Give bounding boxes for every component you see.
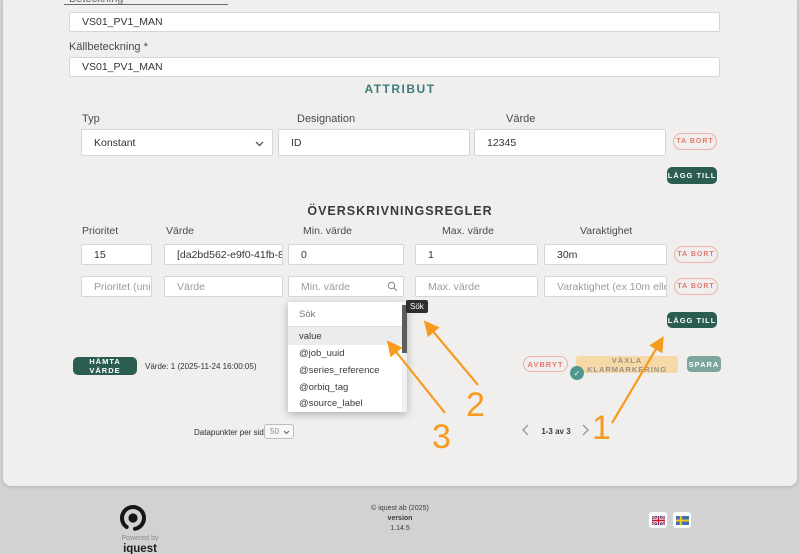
version-label: version	[387, 515, 413, 522]
new-prioritet-input[interactable]	[81, 276, 152, 297]
annotation-label-2: 2	[466, 386, 485, 424]
dropdown-option-source-label[interactable]: @source_label	[299, 398, 363, 409]
new-min-input[interactable]	[288, 276, 404, 297]
typ-select[interactable]: Konstant	[81, 129, 273, 156]
beteckning-input[interactable]	[69, 12, 720, 32]
new-varde-input[interactable]	[164, 276, 283, 297]
chevron-down-icon	[283, 430, 290, 435]
fetch-value-info: Värde: 1 (2025-11-24 16:00:05)	[145, 362, 257, 371]
attribut-heading: ATTRIBUT	[364, 82, 436, 96]
se-flag-button[interactable]	[672, 511, 692, 529]
overrides-add-button[interactable]: LÄGG TILL	[667, 312, 717, 328]
dropdown-option-job-uuid[interactable]: @job_uuid	[299, 348, 345, 359]
annotation-label-1: 1	[592, 409, 611, 447]
min-varde-dropdown: Sök value @job_uuid @series_reference @o…	[288, 302, 407, 412]
col-varaktighet: Varaktighet	[580, 225, 633, 237]
dropdown-search-input[interactable]: Sök	[288, 302, 407, 327]
iquest-logo-icon	[120, 505, 146, 531]
toggle-clarmark-button[interactable]: VÄXLA KLARMARKERING	[576, 356, 678, 374]
col-max-varde: Max. värde	[442, 225, 494, 237]
varde-label: Värde	[506, 113, 536, 125]
row1-prioritet-input[interactable]	[81, 244, 152, 265]
per-page-value: 50	[270, 427, 279, 436]
copyright-label: © iquest ab (2025)	[371, 505, 429, 512]
typ-select-value: Konstant	[94, 136, 136, 149]
overrides-heading: ÖVERSKRIVNINGSREGLER	[307, 204, 493, 218]
per-page-label: Datapunkter per sida:	[194, 428, 271, 437]
new-row-remove-button[interactable]: TA BORT	[674, 278, 718, 295]
powered-by-label: Powered by	[121, 535, 159, 542]
row1-duration-input[interactable]	[544, 244, 667, 265]
new-duration-input[interactable]	[544, 276, 667, 297]
se-flag-icon	[675, 515, 689, 525]
per-page-select[interactable]: 50	[264, 424, 294, 439]
kallbeteckning-label: Källbeteckning *	[69, 41, 148, 53]
col-prioritet: Prioritet	[82, 225, 119, 237]
prev-page-icon[interactable]	[521, 424, 531, 436]
chevron-down-icon	[255, 141, 264, 147]
save-button[interactable]: SPARA	[687, 356, 721, 372]
varde-input[interactable]	[474, 129, 666, 156]
fetch-value-button[interactable]: HÄMTA VÄRDE	[73, 357, 137, 375]
beteckning-label: Beteckning	[69, 0, 123, 5]
annotation-label-3: 3	[432, 418, 451, 456]
beteckning-underline	[64, 4, 228, 5]
row1-varde-input[interactable]	[164, 244, 283, 265]
designation-label: Designation	[297, 113, 356, 125]
col-min-varde: Min. värde	[303, 225, 353, 237]
row1-max-input[interactable]	[415, 244, 538, 265]
dropdown-option-value[interactable]: value	[288, 327, 407, 345]
next-page-icon[interactable]	[580, 424, 590, 436]
uk-flag-icon	[651, 515, 665, 525]
attribut-remove-button[interactable]: TA BORT	[673, 133, 717, 150]
dropdown-option-series-reference[interactable]: @series_reference	[299, 365, 380, 376]
dropdown-scrollbar[interactable]	[402, 302, 407, 412]
designation-input[interactable]	[278, 129, 470, 156]
row1-remove-button[interactable]: TA BORT	[674, 246, 718, 263]
cancel-button[interactable]: AVBRYT	[523, 356, 568, 372]
kallbeteckning-input[interactable]	[69, 57, 720, 77]
search-icon[interactable]	[387, 281, 398, 292]
brand-label: iquest	[123, 543, 157, 554]
page-range-label: 1-3 av 3	[541, 427, 571, 436]
row1-min-input[interactable]	[288, 244, 404, 265]
dropdown-option-orbiq-tag[interactable]: @orbiq_tag	[299, 382, 349, 393]
uk-flag-button[interactable]	[648, 511, 668, 529]
dropdown-scrollbar-thumb[interactable]	[402, 305, 407, 353]
col-varde: Värde	[166, 225, 195, 237]
check-icon: ✓	[570, 366, 584, 380]
attribut-add-button[interactable]: LÄGG TILL	[667, 167, 717, 184]
typ-label: Typ	[82, 113, 100, 125]
sok-tooltip: Sök	[406, 300, 428, 313]
version-value: 1.14.5	[390, 525, 410, 532]
new-max-input[interactable]	[415, 276, 538, 297]
